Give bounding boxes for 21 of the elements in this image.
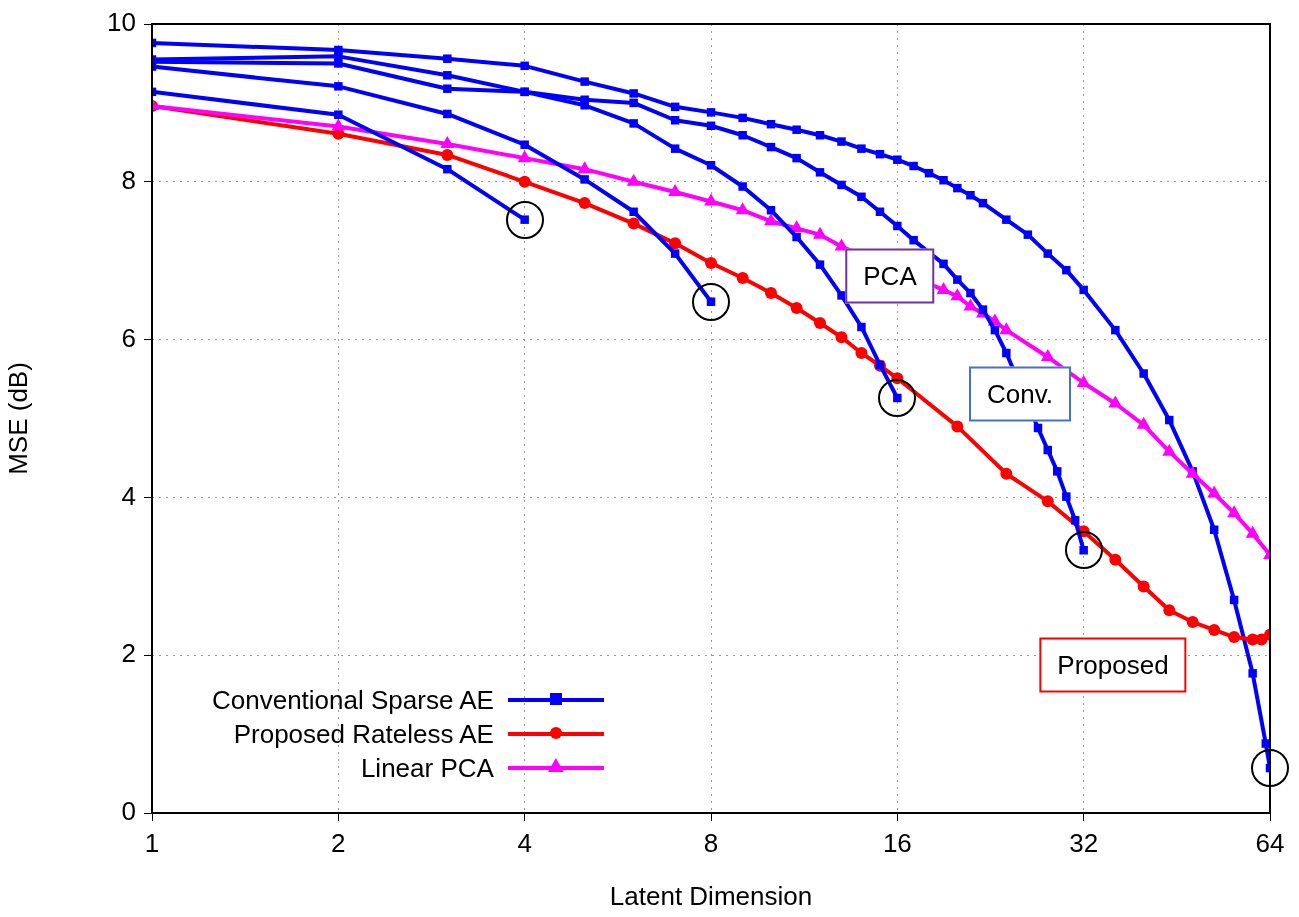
legend-label: Linear PCA bbox=[360, 752, 494, 784]
x-tick-label: 2 bbox=[331, 827, 346, 858]
y-axis-title: MSE (dB) bbox=[2, 362, 33, 475]
x-tick-label: 4 bbox=[517, 827, 532, 858]
annotation: PCA bbox=[845, 248, 935, 304]
x-tick-label: 32 bbox=[1069, 827, 1099, 858]
annotation: Proposed bbox=[1039, 637, 1187, 693]
y-tick-label: 4 bbox=[121, 480, 136, 511]
legend-label: Proposed Rateless AE bbox=[233, 718, 494, 750]
y-tick-label: 0 bbox=[121, 796, 136, 827]
y-tick-label: 6 bbox=[121, 322, 136, 353]
y-tick-label: 2 bbox=[121, 638, 136, 669]
x-axis-title: Latent Dimension bbox=[609, 880, 813, 911]
y-tick-label: 8 bbox=[121, 164, 136, 195]
annotation: Conv. bbox=[969, 366, 1071, 422]
x-tick-label: 16 bbox=[882, 827, 912, 858]
x-tick-label: 1 bbox=[144, 827, 160, 858]
x-tick-label: 64 bbox=[1255, 827, 1285, 858]
legend-label: Conventional Sparse AE bbox=[212, 684, 494, 716]
y-tick-label: 10 bbox=[107, 7, 136, 38]
x-tick-label: 8 bbox=[703, 827, 719, 858]
